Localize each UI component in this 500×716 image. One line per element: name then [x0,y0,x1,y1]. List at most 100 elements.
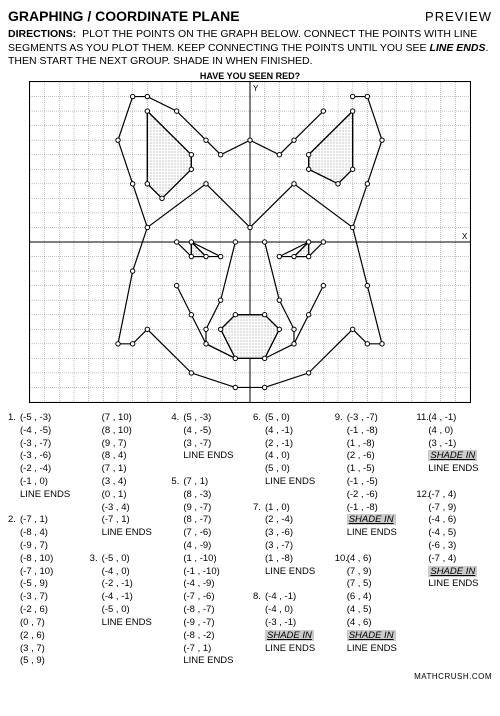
coord-row: (-2 , 6) [8,604,84,617]
coord-row: (9 , 7) [90,438,166,451]
line-ends-label: LINE ENDS [171,655,247,668]
coord-row: (7 , 1) [90,463,166,476]
coord-row: (-4 , -9) [171,578,247,591]
line-ends-label: LINE ENDS [90,527,166,540]
coord-row: (1 , -5) [335,463,411,476]
coord-row: (0 , 7) [8,617,84,630]
shade-in-label: SHADE IN [253,630,329,643]
page-title: GRAPHING / COORDINATE PLANE [8,8,240,24]
coord-row: 8.(-4 , -1) [253,591,329,604]
coord-row: (-2 , -4) [8,463,84,476]
preview-label: PREVIEW [425,9,492,24]
shade-in-label: SHADE IN [416,450,492,463]
coord-row: (-2 , -6) [335,489,411,502]
directions-label: DIRECTIONS: [8,28,76,40]
coord-row: (9 , -7) [171,502,247,515]
coord-row: (-9 , 7) [8,540,84,553]
directions-text-1: PLOT THE POINTS ON THE GRAPH BELOW. CONN… [8,28,477,54]
coord-row: (-1 , 0) [8,476,84,489]
coord-row: 10.(4 , 6) [335,553,411,566]
coord-row: (8 , 4) [90,450,166,463]
line-ends-label: LINE ENDS [416,463,492,476]
coord-row: (-1 , -8) [335,502,411,515]
coord-row: (5 , 9) [8,655,84,668]
coord-row: (-7 , 9) [416,502,492,515]
coord-row: 12.(-7 , 4) [416,489,492,502]
coord-row: (3 , 4) [90,476,166,489]
coord-row: (-3 , 7) [8,591,84,604]
coord-row: (1 , -8) [253,553,329,566]
coord-row: (2 , -4) [253,514,329,527]
coordinate-columns: 1.(-5 , -3)(-4 , -5)(-3 , -7)(-3 , -6)(-… [8,412,492,668]
coord-row: (7 , 9) [335,566,411,579]
coord-row: (4 , 5) [335,604,411,617]
coord-row: 9.(-3 , -7) [335,412,411,425]
coord-row: (3 , -7) [171,438,247,451]
coord-row: (-4 , 6) [416,514,492,527]
coord-row: (2 , 6) [8,630,84,643]
coord-row: (-4 , 0) [90,566,166,579]
coord-row: 4.(5 , -3) [171,412,247,425]
svg-text:X: X [462,232,468,241]
coord-row: (4 , 0) [253,450,329,463]
coord-row: (5 , 0) [253,463,329,476]
coord-row: (-8 , -7) [171,604,247,617]
coord-row: (-4 , -5) [8,425,84,438]
coord-row: (-1 , -5) [335,476,411,489]
svg-text:Y: Y [253,84,259,93]
coord-row: (-3 , 4) [90,502,166,515]
line-ends-label: LINE ENDS [335,643,411,656]
coord-row: (-9 , -7) [171,617,247,630]
coord-row: (2 , -1) [253,438,329,451]
shade-in-label: SHADE IN [335,514,411,527]
coord-row: (3 , -7) [253,540,329,553]
directions: DIRECTIONS: PLOT THE POINTS ON THE GRAPH… [8,28,492,69]
coord-row: (-8 , -2) [171,630,247,643]
coord-row: (-1 , -10) [171,566,247,579]
coord-row: 7.(1 , 0) [253,502,329,515]
coord-row: 11.(4 , -1) [416,412,492,425]
line-ends-label: LINE ENDS [335,527,411,540]
coord-row: (4 , 6) [335,617,411,630]
coord-row: (7 , -6) [171,527,247,540]
coord-row: (2 , -6) [335,450,411,463]
coord-row: 3.(-5 , 0) [90,553,166,566]
coord-row: 1.(-5 , -3) [8,412,84,425]
coord-row: 2.(-7 , 1) [8,514,84,527]
line-ends-label: LINE ENDS [253,566,329,579]
coord-row: (0 , 1) [90,489,166,502]
coord-row: (8 , 10) [90,425,166,438]
coord-row: (4 , 0) [416,425,492,438]
line-ends-label: LINE ENDS [171,450,247,463]
coord-row: (3 , -6) [253,527,329,540]
line-ends-label: LINE ENDS [253,476,329,489]
shade-in-label: SHADE IN [335,630,411,643]
coord-row: (-1 , -8) [335,425,411,438]
graph-question: HAVE YOU SEEN RED? [8,71,492,81]
coord-row: (-7 , 10) [8,566,84,579]
coord-row: (-6 , 3) [416,540,492,553]
coord-row: (-7 , 4) [416,553,492,566]
coord-row: (4 , -5) [171,425,247,438]
footer-credit: MATHCRUSH.COM [8,672,492,681]
coord-row: (-8 , 4) [8,527,84,540]
coord-row: (6 , 4) [335,591,411,604]
coord-row: (-7 , -6) [171,591,247,604]
coord-row: (-5 , 0) [90,604,166,617]
coordinate-graph: XY [29,81,471,403]
coord-row: (3 , -1) [416,438,492,451]
coord-row: (4 , -9) [171,540,247,553]
coord-row: (-3 , -7) [8,438,84,451]
coord-row: (1 , -8) [335,438,411,451]
coord-row: (-5 , 9) [8,578,84,591]
coord-row: (-2 , -1) [90,578,166,591]
coord-row: (-3 , -1) [253,617,329,630]
coord-row: (-8 , 10) [8,553,84,566]
coord-row: (3 , 7) [8,643,84,656]
line-ends-label: LINE ENDS [253,643,329,656]
shade-in-label: SHADE IN [416,566,492,579]
coord-row: 6.(5 , 0) [253,412,329,425]
coord-row: (7 , 5) [335,578,411,591]
directions-lineends: LINE ENDS [429,42,485,54]
coord-row: (-7 , 1) [90,514,166,527]
